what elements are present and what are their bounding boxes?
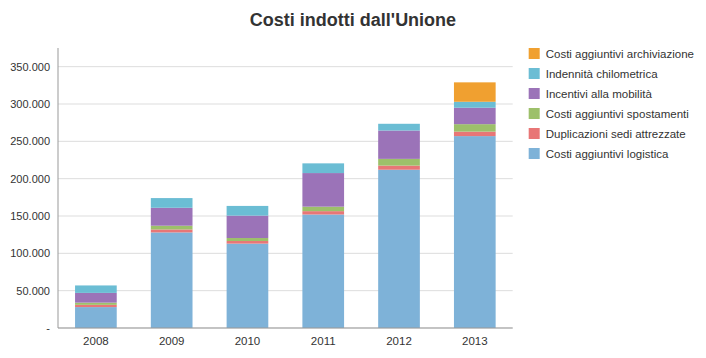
y-tick-label: 150.000 [10, 210, 50, 222]
legend-swatch [529, 108, 540, 119]
legend-item: Costi aggiuntivi archiviazione [529, 48, 694, 60]
bar-segment [454, 136, 496, 328]
legend-item: Duplicazioni sedi attrezzate [529, 128, 686, 140]
grid-line [58, 290, 513, 291]
bar-segment [378, 166, 420, 170]
chart-svg: Costi indotti dall'Unione Costi aggiuntiv… [0, 0, 706, 358]
bar-series [75, 124, 496, 305]
legend-label: Indennità chilometrica [546, 68, 658, 80]
bars [75, 82, 496, 328]
grid-line [58, 66, 513, 67]
bar-segment [151, 198, 193, 208]
legend-item: Costi aggiuntivi spostamenti [529, 108, 689, 120]
bar-segment [302, 211, 344, 214]
bar-segment [151, 198, 193, 199]
bar-segment [151, 226, 193, 230]
chart-title: Costi indotti dall'Unione [250, 10, 456, 30]
legend-swatch [529, 148, 540, 159]
y-tick-label: 50.000 [16, 285, 50, 297]
legend-label: Duplicazioni sedi attrezzate [546, 128, 686, 140]
bar-series [75, 136, 496, 328]
x-tick-label: 2013 [462, 335, 488, 347]
bar-segment [454, 82, 496, 101]
bar-segment [302, 163, 344, 164]
bar-segment [378, 123, 420, 124]
grid-line [58, 328, 513, 329]
bar-segment [151, 229, 193, 232]
bar-segment [227, 241, 269, 244]
y-tick-label: 300.000 [10, 98, 50, 110]
bar-segment [75, 285, 117, 286]
bar-segment [454, 132, 496, 136]
y-tick-label: 250.000 [10, 135, 50, 147]
bar-segment [75, 303, 117, 305]
bar-segment [151, 208, 193, 226]
chart-container: Costi indotti dall'Unione Costi aggiuntiv… [0, 0, 706, 358]
bar-segment [75, 293, 117, 303]
x-tick-label: 2012 [386, 335, 412, 347]
x-axis-line [58, 328, 513, 329]
bar-segment [75, 305, 117, 307]
grid-line [58, 178, 513, 179]
bar-segment [227, 238, 269, 241]
x-tick-label: 2011 [311, 335, 336, 347]
bar-segment [302, 173, 344, 207]
bar-segment [302, 215, 344, 328]
y-tick-label: - [46, 322, 50, 334]
x-tick-label: 2009 [159, 335, 185, 347]
bar-segment [75, 307, 117, 328]
bar-segment [454, 124, 496, 131]
grid-line [58, 253, 513, 254]
bar-segment [302, 163, 344, 173]
bar-segment [227, 206, 269, 216]
x-axis: 2008 2009 2010 2011 2012 2013 [58, 328, 513, 347]
bar-segment [227, 216, 269, 238]
bar-segment [454, 102, 496, 108]
y-tick-label: 350.000 [10, 61, 50, 73]
legend-label: Costi aggiuntivi spostamenti [546, 108, 689, 120]
bar-segment [378, 159, 420, 166]
grid [58, 67, 513, 328]
legend-swatch [529, 48, 540, 59]
legend: Costi aggiuntivi archiviazione Indennità … [529, 48, 694, 160]
grid-line [58, 104, 513, 105]
y-tick-label: 100.000 [10, 247, 50, 259]
y-axis-line [58, 48, 59, 328]
bar-segment [454, 108, 496, 124]
legend-label: Incentivi alla mobilità [546, 88, 653, 100]
legend-swatch [529, 128, 540, 139]
legend-item: Costi aggiuntivi logistica [529, 148, 669, 160]
x-tick-label: 2008 [83, 335, 109, 347]
bar-series [75, 102, 496, 293]
legend-item: Incentivi alla mobilità [529, 88, 653, 100]
bar-segment [227, 244, 269, 328]
legend-swatch [529, 88, 540, 99]
bar-segment [227, 205, 269, 206]
bar-series [75, 132, 496, 307]
y-tick-label: 200.000 [10, 173, 50, 185]
bar-segment [378, 170, 420, 328]
bar-segment [378, 131, 420, 159]
legend-label: Costi aggiuntivi archiviazione [546, 48, 694, 60]
legend-item: Indennità chilometrica [529, 68, 658, 80]
bar-series [75, 108, 496, 303]
bar-segment [151, 232, 193, 328]
bar-segment [302, 207, 344, 211]
bar-series [454, 82, 496, 101]
bar-segment [378, 124, 420, 131]
y-axis: - 50.000 100.000 150.000 200.000 250.000 300.0… [10, 48, 58, 334]
legend-label: Costi aggiuntivi logistica [546, 148, 669, 160]
bar-segment [75, 285, 117, 292]
grid-line [58, 216, 513, 217]
x-tick-label: 2010 [235, 335, 261, 347]
grid-line [58, 141, 513, 142]
legend-swatch [529, 68, 540, 79]
